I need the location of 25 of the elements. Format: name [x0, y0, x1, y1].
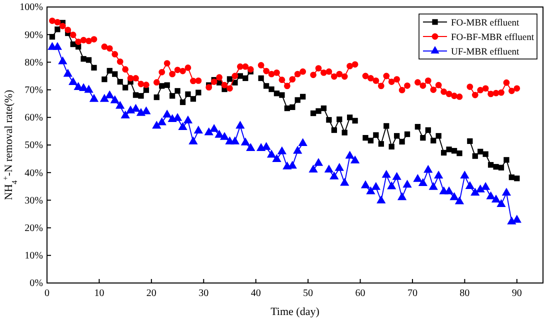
- legend-label: FO-BF-MBR effluent: [451, 33, 534, 43]
- y-tick-label: 40%: [24, 168, 43, 179]
- x-tick-label: 30: [198, 288, 209, 300]
- x-tick-label: 90: [512, 288, 522, 300]
- x-tick-label: 0: [44, 288, 50, 300]
- x-tick-label: 10: [94, 288, 104, 300]
- x-tick-label: 60: [355, 288, 366, 300]
- legend-label: UF-MBR effluent: [451, 48, 520, 58]
- y-tick-label: 80%: [24, 57, 43, 68]
- x-tick-label: 70: [407, 288, 418, 300]
- y-tick-label: 20%: [24, 223, 43, 234]
- y-tick-label: 100%: [20, 2, 43, 14]
- y-tick-label: 70%: [24, 85, 43, 96]
- x-tick-label: 20: [146, 288, 156, 300]
- x-tick-label: 50: [303, 288, 314, 300]
- legend-label: FO-MBR effluent: [451, 18, 520, 28]
- y-tick-label: 10%: [24, 250, 43, 262]
- y-tick-label: 90%: [24, 30, 43, 41]
- x-axis-title: Time (day): [270, 306, 320, 318]
- y-tick-label: 60%: [24, 112, 43, 124]
- x-tick-label: 80: [460, 288, 470, 300]
- y-tick-label: 0%: [30, 278, 43, 290]
- x-tick-label: 40: [250, 288, 261, 300]
- y-tick-label: 30%: [24, 195, 43, 206]
- y-tick-label: 50%: [24, 140, 43, 152]
